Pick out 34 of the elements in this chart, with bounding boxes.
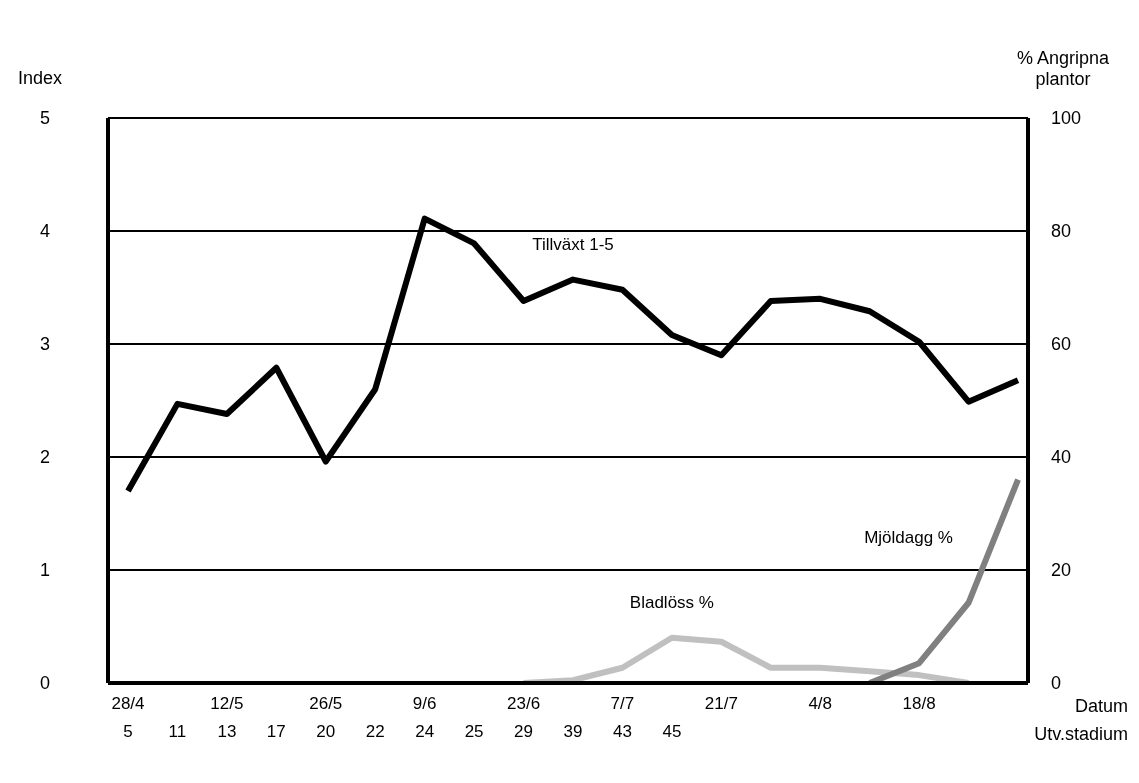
- x-tick-label: 9/6 24: [412, 694, 437, 741]
- y2-tick-label: 40: [1051, 447, 1072, 468]
- y2-tick-label: 80: [1051, 221, 1072, 242]
- y-axis-title: Index: [18, 68, 63, 89]
- y-tick-label: 3: [39, 334, 50, 355]
- series-label: Bladlöss %: [629, 592, 714, 612]
- text: Utv.stadium: [1034, 724, 1128, 745]
- text: Mjöldagg %: [864, 527, 953, 547]
- x-axis-title: Datum: [1074, 696, 1128, 717]
- x-tick-label: 39: [563, 722, 583, 741]
- x-tick-label: 26/5 20: [309, 694, 343, 741]
- y-tick-label: 0: [39, 673, 50, 694]
- y2-tick-label: 0: [1051, 673, 1062, 694]
- y-tick-label: 2: [39, 447, 50, 468]
- x-tick-label: 21/7: [704, 694, 738, 713]
- x-tick-label: 7/7 43: [610, 694, 635, 741]
- x-tick-label: 45: [662, 722, 682, 741]
- x-tick-label: 22: [365, 722, 385, 741]
- x-tick-label: 17: [266, 722, 286, 741]
- y-tick-label: 4: [39, 221, 50, 242]
- x-tick-label: 23/6 29: [507, 694, 541, 741]
- x-tick-label: 18/8: [902, 694, 936, 713]
- x-tick-label: 25: [464, 722, 484, 741]
- y2-tick-label: 100: [1051, 108, 1082, 129]
- x-tick-label: 4/8: [808, 694, 833, 713]
- y2-tick-label: 20: [1051, 560, 1072, 581]
- y-tick-label: 5: [39, 108, 50, 129]
- x-tick-label: 28/4 5: [111, 694, 145, 741]
- y2-tick-label: 60: [1051, 334, 1072, 355]
- y-tick-label: 1: [39, 560, 50, 581]
- x-tick-label: 11: [168, 722, 187, 741]
- x-tick-label: 12/5 13: [210, 694, 244, 741]
- series-label: Tillväxt 1-5: [532, 234, 614, 254]
- y2-axis-title: % Angripna plantor: [1015, 48, 1111, 90]
